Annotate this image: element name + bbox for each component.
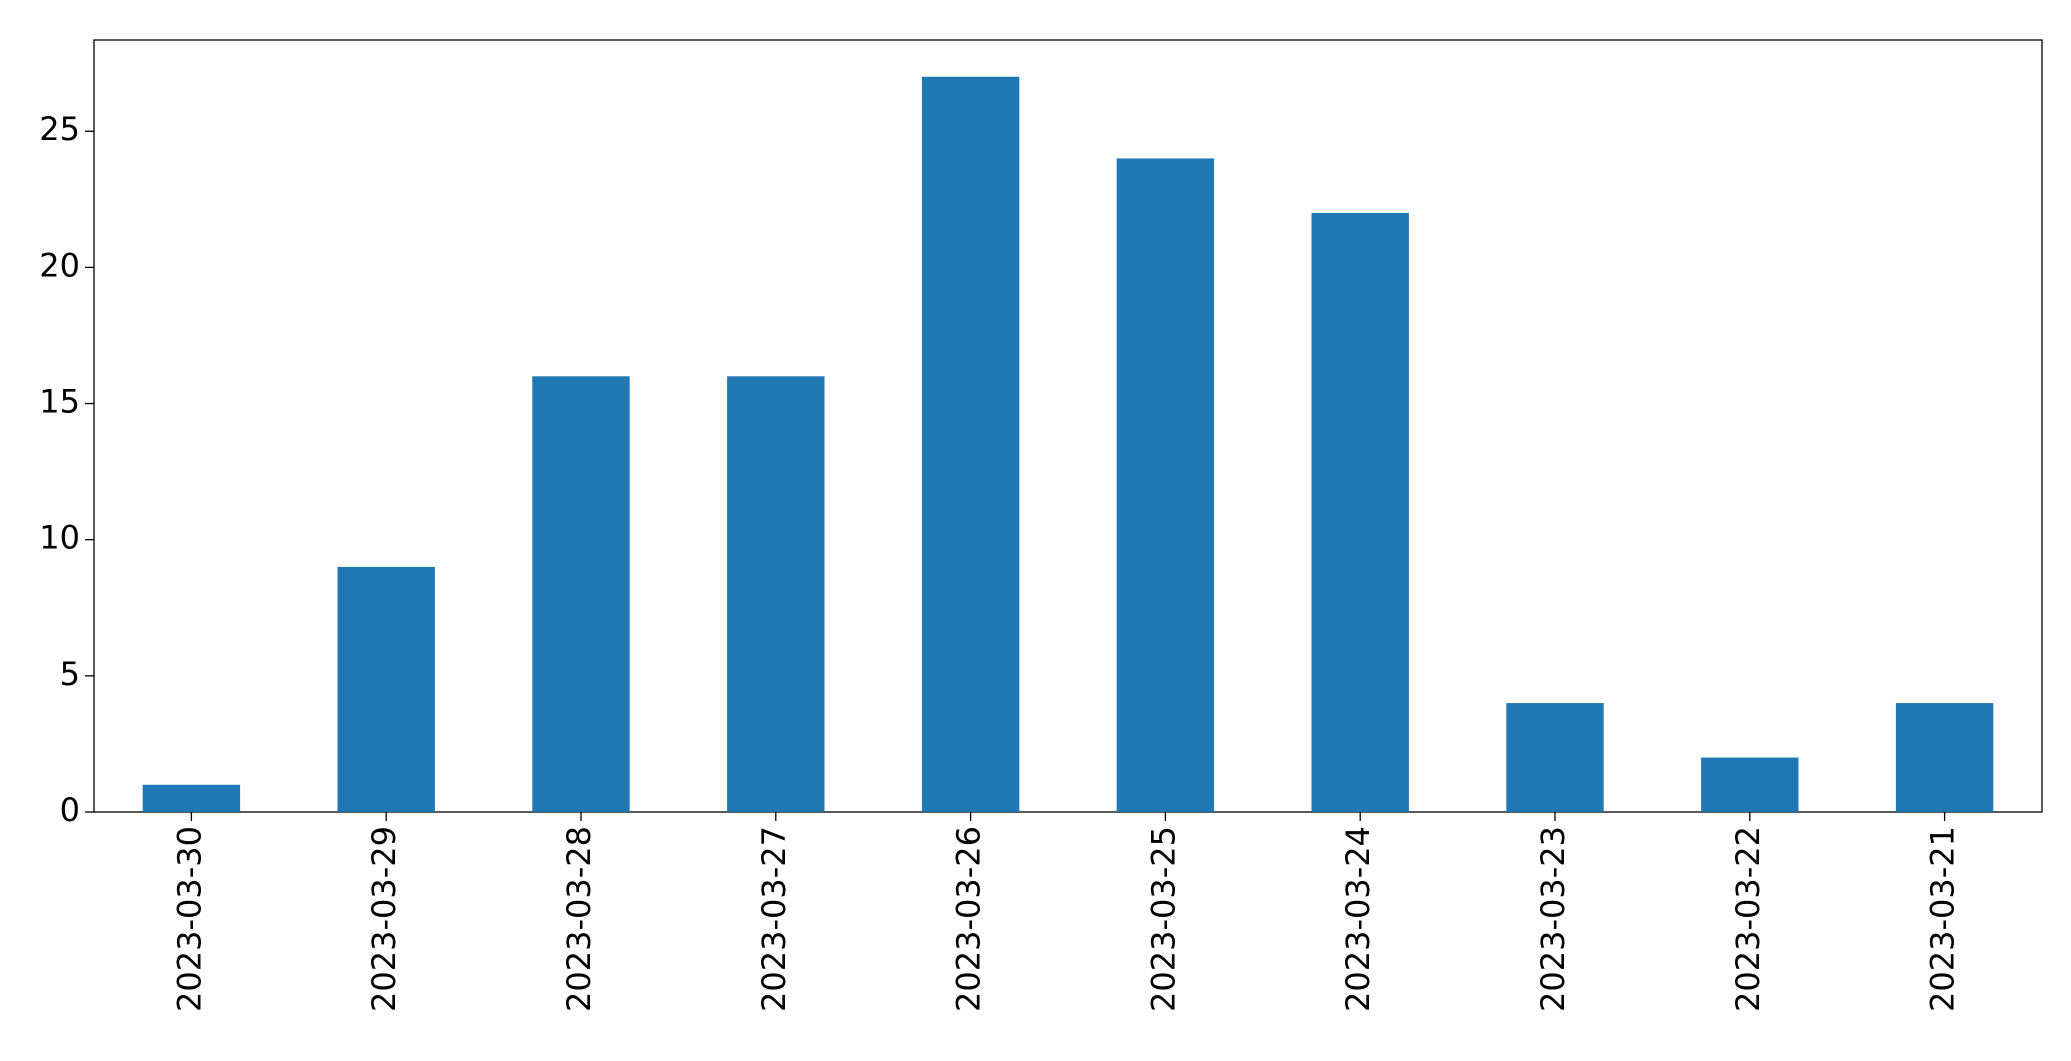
bar: [337, 566, 435, 812]
y-tick-label: 0: [60, 791, 80, 829]
x-tick-label: 2023-03-30: [170, 826, 208, 1012]
x-tick-label: 2023-03-23: [1534, 826, 1572, 1012]
bar: [532, 376, 630, 812]
y-tick-label: 15: [39, 383, 80, 421]
bar: [921, 76, 1020, 812]
x-tick-label: 2023-03-22: [1729, 826, 1767, 1012]
x-tick-label: 2023-03-26: [950, 826, 988, 1012]
x-tick-label: 2023-03-28: [560, 826, 598, 1012]
bar: [142, 784, 241, 812]
x-tick-label: 2023-03-25: [1144, 826, 1182, 1012]
bar: [1311, 212, 1409, 812]
x-tick-label: 2023-03-24: [1339, 826, 1377, 1012]
bar: [1701, 757, 1799, 812]
plot-frame: [93, 39, 2043, 813]
y-tick-label: 20: [39, 246, 80, 284]
x-tick-label: 2023-03-21: [1924, 826, 1962, 1012]
x-tick-label: 2023-03-27: [755, 826, 793, 1012]
bar: [1506, 703, 1604, 812]
y-tick-label: 5: [60, 655, 80, 693]
x-tick-label: 2023-03-29: [365, 826, 403, 1012]
y-tick-label: 25: [39, 110, 80, 148]
y-tick-label: 10: [39, 519, 80, 557]
bar: [727, 376, 825, 812]
bar: [1895, 703, 1994, 812]
bar: [1116, 158, 1215, 813]
